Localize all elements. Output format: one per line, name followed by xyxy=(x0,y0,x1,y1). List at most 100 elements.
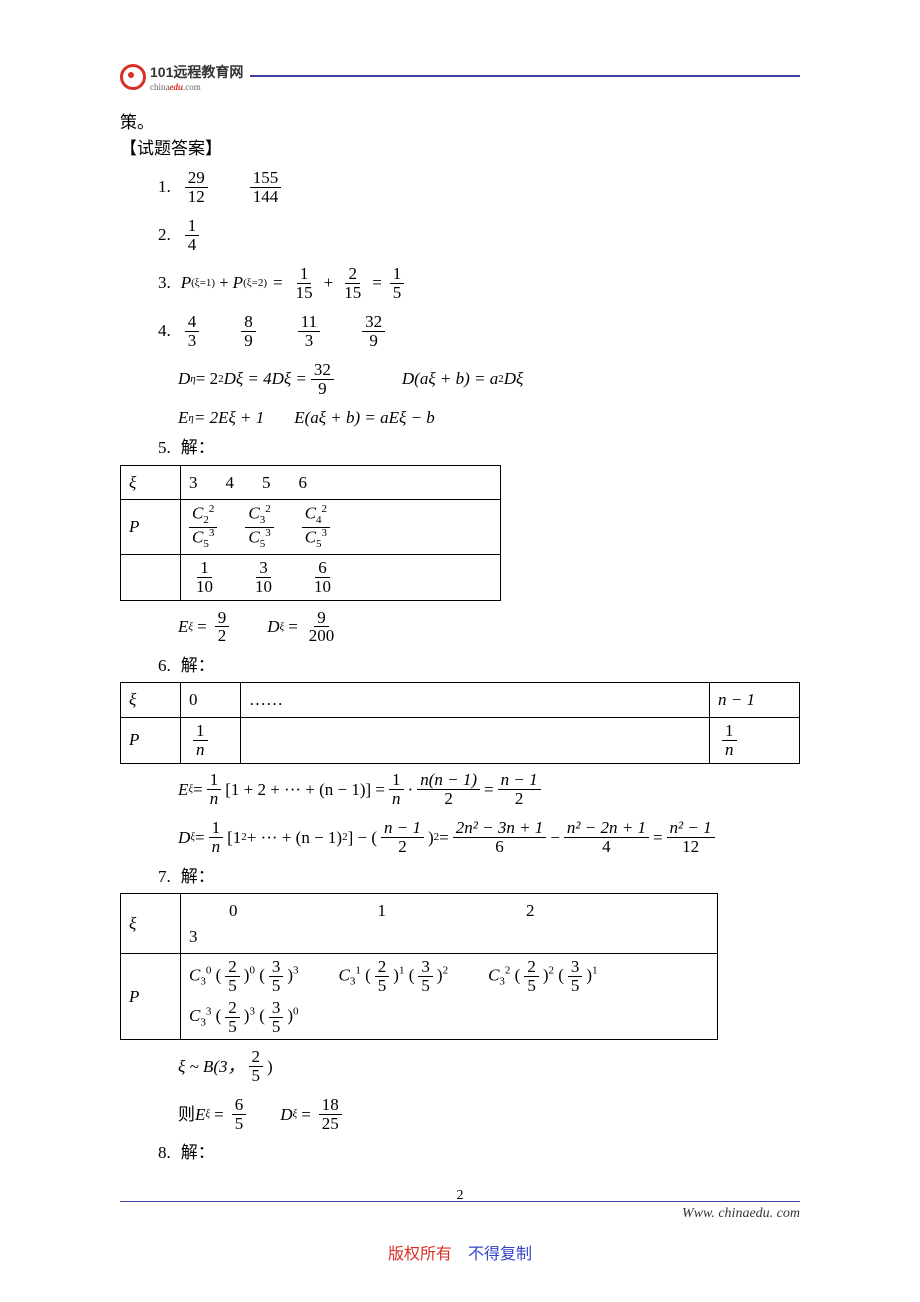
q3-eq2: = xyxy=(372,270,382,296)
q6-Deq2: = xyxy=(439,825,449,851)
q7-Ef: 65 xyxy=(232,1096,247,1133)
q4-f2: 89 xyxy=(241,313,256,350)
q6-Eeq: = xyxy=(193,777,203,803)
q6-Dmid: + ··· + (n − 1) xyxy=(247,825,342,851)
q7-E: E xyxy=(195,1102,205,1128)
copy-b: 不得复制 xyxy=(468,1246,532,1263)
q6-Eeq2: = xyxy=(484,777,494,803)
q5-E: E xyxy=(178,614,188,640)
q7-distc: ) xyxy=(267,1054,273,1080)
q4-f4: 329 xyxy=(362,313,385,350)
q8-label: 解： xyxy=(181,1140,215,1166)
q7-then: 则 xyxy=(178,1102,195,1128)
q4-Eeq: = 2Eξ + 1 xyxy=(194,405,264,431)
q5-cfrac: C42 C53 xyxy=(302,504,330,550)
q7-P: P xyxy=(121,954,181,1040)
q7-distf: 25 xyxy=(249,1048,264,1085)
q6-p0: 1n xyxy=(181,717,241,763)
q6-pblank xyxy=(241,717,710,763)
q7-term: C30 (25)0 (35)3 xyxy=(189,958,299,995)
table-row: 110310610 xyxy=(121,555,501,601)
q7-hdr: 0 1 2 3 xyxy=(181,894,718,954)
q4-rfrac: 329 xyxy=(311,361,334,398)
q5-xi: ξ xyxy=(121,465,181,500)
q4-b: D(aξ + b) = a xyxy=(402,366,498,392)
answer-7: 7. 解： xyxy=(158,864,800,890)
q7-Es: ξ xyxy=(205,1106,210,1123)
q6-Ef4: n − 12 xyxy=(498,771,541,808)
q3-p1: P xyxy=(181,270,191,296)
q7-term: C32 (25)2 (35)1 xyxy=(488,958,598,995)
section-title: 【试题答案】 xyxy=(120,136,800,162)
q5-frac: 310 xyxy=(252,559,275,596)
q5-r2: C22 C53C32 C53C42 C53 xyxy=(181,500,501,555)
q3-sub1: (ξ=1) xyxy=(191,275,215,292)
table-row: P C30 (25)0 (35)3 C31 (25)1 (35)2 C32 (2… xyxy=(121,954,718,1040)
q6-label: 解： xyxy=(181,653,215,679)
q5-blank xyxy=(121,555,181,601)
content: 策。 【试题答案】 1. 2912 155144 2. 14 3. P(ξ=1)… xyxy=(120,110,800,1166)
q3-eq: = xyxy=(273,270,283,296)
q3-f2: 215 xyxy=(341,265,364,302)
logo: 101远程教育网 chinaedu.com xyxy=(120,62,243,92)
q6-Dcl: ] − ( xyxy=(348,825,377,851)
q6-xi: ξ xyxy=(121,683,181,718)
page: 101远程教育网 chinaedu.com 策。 【试题答案】 1. 2912 … xyxy=(0,0,920,1302)
answer-4b: Dη = 22 Dξ = 4Dξ = 329 D(aξ + b) = a2Dξ xyxy=(178,357,800,401)
q6-cn: n − 1 xyxy=(710,683,800,718)
q6-Dp: D xyxy=(178,825,190,851)
q5-frac: 110 xyxy=(193,559,216,596)
q6-pn: 1n xyxy=(710,717,800,763)
q7-terms: C30 (25)0 (35)3 C31 (25)1 (35)2 C32 (25)… xyxy=(181,954,718,1040)
q1-num: 1. xyxy=(158,174,171,200)
q7-h3: 3 xyxy=(189,924,709,950)
q6-dots: …… xyxy=(241,683,710,718)
q7-Ds: ξ xyxy=(292,1106,297,1123)
footer-url: Www. chinaedu. com xyxy=(120,1206,800,1222)
q5-cfrac: C32 C53 xyxy=(245,504,273,550)
q5-Esub: ξ xyxy=(188,619,193,636)
logo-sub-suffix: .com xyxy=(183,82,201,92)
q5-h0: 3 xyxy=(189,470,198,496)
answer-3: 3. P(ξ=1) + P(ξ=2) = 115 + 215 = 15 xyxy=(158,261,800,305)
q7-term: C31 (25)1 (35)2 xyxy=(339,958,449,995)
q5-h2: 5 xyxy=(262,470,271,496)
q4-E: E xyxy=(178,405,188,431)
table-row: ξ 0 …… n − 1 xyxy=(121,683,800,718)
q6-Edot: · xyxy=(408,777,414,803)
q5-label: 解： xyxy=(181,435,215,461)
q4-f3: 113 xyxy=(298,313,320,350)
footer-rule: 2 Www. chinaedu. com xyxy=(120,1201,800,1222)
q5-h1: 4 xyxy=(226,470,235,496)
q5-table: ξ 3 4 5 6 P C22 C53C32 C53C42 C53 xyxy=(120,465,501,601)
q4-mid: Dξ = 4Dξ = xyxy=(224,366,307,392)
answer-5: 5. 解： xyxy=(158,435,800,461)
answer-1: 1. 2912 155144 xyxy=(158,165,800,209)
q6-Ep: E xyxy=(178,777,188,803)
q6-num: 6. xyxy=(158,653,171,679)
q7-label: 解： xyxy=(181,864,215,890)
q6-Df1: 1n xyxy=(209,819,224,856)
table-row: P 1n 1n xyxy=(121,717,800,763)
page-number: 2 xyxy=(457,1188,464,1204)
q5-r3: 110310610 xyxy=(181,555,501,601)
q6-Ef1: 1n xyxy=(207,771,222,808)
q8-num: 8. xyxy=(158,1140,171,1166)
q6-D: Dξ = 1n [12 + ··· + (n − 1)2 ] − ( n − 1… xyxy=(178,816,800,860)
q6-Df4: n² − 2n + 14 xyxy=(564,819,649,856)
q3-plus: + xyxy=(219,270,229,296)
q1-frac-b: 155144 xyxy=(250,169,282,206)
q6-Df5: n² − 112 xyxy=(667,819,715,856)
q7-table: ξ 0 1 2 3 P C30 (25)0 (35)3 C31 (25)1 (3… xyxy=(120,893,718,1040)
table-row: ξ 0 1 2 3 xyxy=(121,894,718,954)
logo-subdomain: chinaedu.com xyxy=(150,82,243,92)
q6-Dbr: [1 xyxy=(227,825,241,851)
q6-E: Eξ = 1n [1 + 2 + ··· + (n − 1)] = 1n · n… xyxy=(178,768,800,812)
q6-c0: 0 xyxy=(181,683,241,718)
header-rule xyxy=(250,75,800,77)
q2-num: 2. xyxy=(158,222,171,248)
q6-Ef2: 1n xyxy=(389,771,404,808)
logo-text-block: 101远程教育网 chinaedu.com xyxy=(150,62,243,92)
intro-tail: 策。 xyxy=(120,110,800,136)
logo-sub-prefix: china xyxy=(150,82,170,92)
